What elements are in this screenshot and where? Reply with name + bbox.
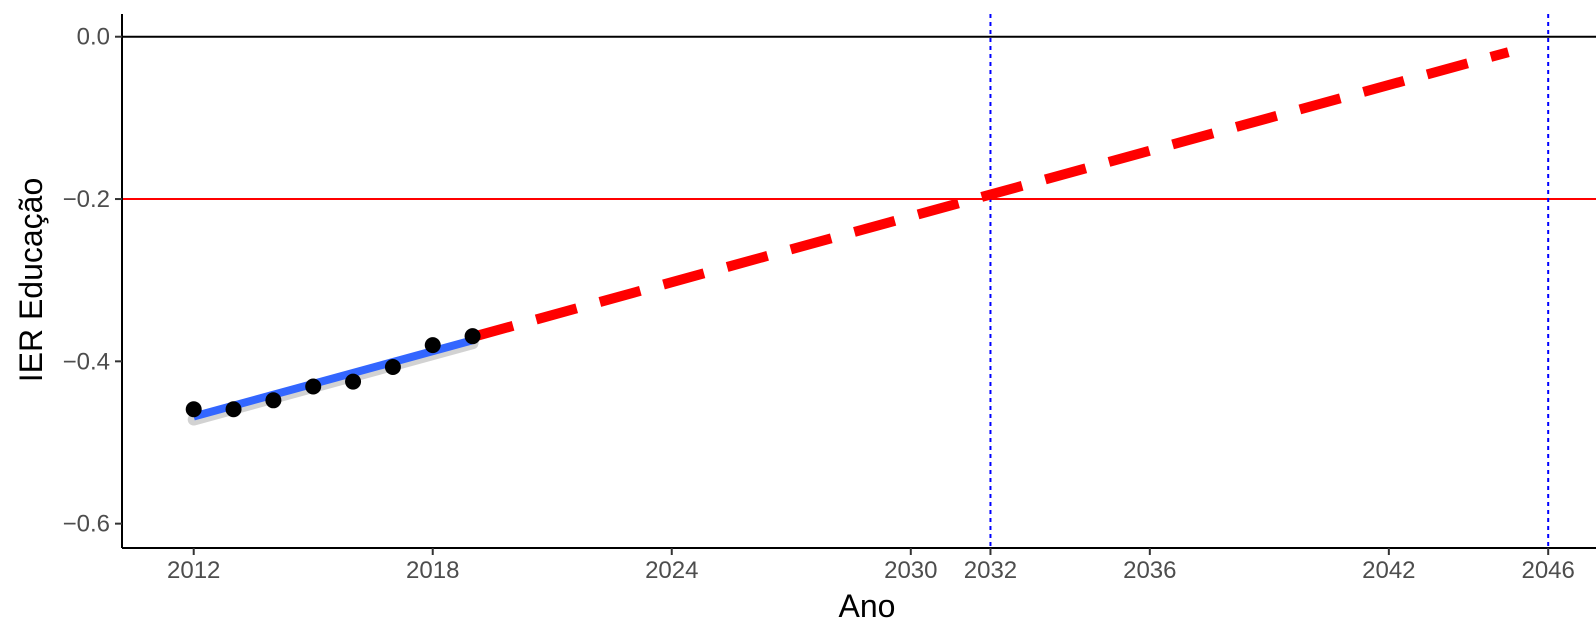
y-tick-label-1: −0.2 <box>63 186 110 213</box>
y-axis-title: IER Educação <box>13 178 49 383</box>
data-point-0 <box>185 401 202 418</box>
data-point-7 <box>464 328 481 345</box>
reference-lines <box>122 14 1596 548</box>
y-tick-label-3: −0.6 <box>63 511 110 538</box>
x-tick-label-3: 2030 <box>884 557 937 584</box>
data-point-6 <box>424 337 441 354</box>
y-tick-label-2: −0.4 <box>63 348 110 375</box>
fit-line <box>192 336 474 421</box>
data-point-2 <box>265 392 282 409</box>
x-tick-label-7: 2046 <box>1521 557 1574 584</box>
y-tick-label-0: 0.0 <box>77 24 110 51</box>
data-point-4 <box>345 373 362 390</box>
x-tick-label-0: 2012 <box>167 557 220 584</box>
data-point-3 <box>305 378 322 395</box>
axes <box>121 14 1596 549</box>
x-tick-label-2: 2024 <box>645 557 698 584</box>
x-tick-label-4: 2032 <box>964 557 1017 584</box>
x-axis-title: Ano <box>839 588 896 624</box>
chart-series <box>185 47 1510 426</box>
x-tick-label-6: 2042 <box>1362 557 1415 584</box>
x-tick-label-1: 2018 <box>406 557 459 584</box>
data-point-5 <box>384 359 401 376</box>
x-tick-label-5: 2036 <box>1123 557 1176 584</box>
ticks: 2012 2018 2024 2030 2032 2036 2042 2046 0.0 −0.2 −… <box>63 24 1575 584</box>
projection-line <box>471 47 1510 342</box>
data-point-1 <box>225 401 242 418</box>
